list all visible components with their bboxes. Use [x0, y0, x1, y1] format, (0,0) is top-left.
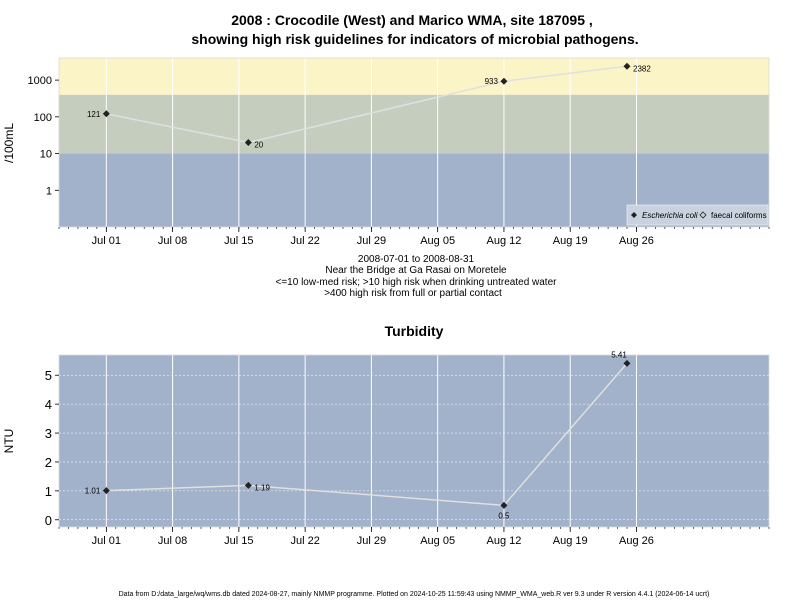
data-label: 2382: [633, 64, 651, 73]
legend-marker-open-diamond: [699, 211, 707, 219]
turbidity-y-axis-label: NTU: [2, 429, 16, 454]
data-label: 5.41: [611, 350, 627, 359]
x-tick-label: Jul 01: [92, 235, 121, 247]
x-tick-label: Jul 08: [158, 235, 187, 247]
data-point: [500, 501, 508, 509]
data-point: [102, 487, 110, 495]
x-tick-label: Jul 29: [357, 235, 386, 247]
data-point: [623, 359, 631, 367]
panel-background: [59, 355, 769, 527]
chart-title-line1: 2008 : Crocodile (West) and Marico WMA, …: [231, 12, 593, 28]
legend-label-faecal-coliforms: faecal coliforms: [711, 211, 767, 220]
risk-band-1: [59, 94, 769, 154]
data-point: [244, 481, 252, 489]
data-point: [500, 77, 508, 85]
data-label: 1.01: [85, 487, 101, 496]
x-tick-label: Aug 05: [420, 535, 455, 547]
x-tick-label: Jul 22: [290, 535, 319, 547]
data-point: [244, 139, 252, 146]
y-tick-label: 10: [40, 149, 52, 161]
x-tick-label: Jul 29: [357, 535, 386, 547]
series-line: [106, 362, 628, 507]
x-tick-label: Jul 01: [92, 535, 121, 547]
x-tick-label: Aug 19: [553, 535, 588, 547]
ecoli-chart: 2008 : Crocodile (West) and Marico WMA, …: [2, 12, 770, 299]
data-label: 933: [485, 77, 499, 86]
y-tick-label: 2: [45, 455, 52, 470]
panel-frame: [58, 57, 770, 228]
turbidity-plot-area: 0 1 2 3 4 5 Jul 01 Jul 08 Jul 15 Jul 22 Jul 29 Aug …: [45, 350, 770, 547]
y-tick-label: 1000: [28, 75, 52, 87]
y-tick-label: 1: [46, 185, 52, 197]
data-point: [102, 110, 110, 118]
data-point: [623, 62, 631, 70]
y-tick-label: 100: [34, 112, 52, 124]
series-line: [106, 65, 628, 144]
x-tick-label: Jul 15: [224, 235, 253, 247]
turbidity-title: Turbidity: [385, 323, 444, 339]
y-tick-label: 0: [45, 513, 52, 528]
x-tick-label: Aug 12: [486, 535, 521, 547]
caption-line-3: <=10 low-med risk; >10 high risk when dr…: [276, 277, 558, 288]
x-tick-label: Aug 19: [553, 235, 588, 247]
legend-box: [626, 204, 769, 226]
risk-band-2: [59, 58, 769, 95]
panel-frame: [58, 354, 770, 528]
caption-line-1: 2008-07-01 to 2008-08-31: [358, 254, 475, 265]
data-label: 121: [87, 110, 101, 119]
data-label: 20: [254, 141, 263, 150]
caption-line-4: >400 high risk from full or partial cont…: [324, 288, 502, 299]
legend-marker-filled-diamond: [631, 212, 637, 218]
data-label: 0.5: [498, 511, 510, 520]
ecoli-legend: Escherichia coli faecal coliforms: [626, 204, 769, 226]
ecoli-y-axis-label: /100mL: [2, 123, 16, 163]
y-tick-label: 5: [45, 368, 52, 383]
x-tick-label: Aug 26: [619, 535, 654, 547]
footer-note: Data from D:/data_large/wq/wms.db dated …: [119, 591, 710, 598]
x-tick-label: Aug 05: [420, 235, 455, 247]
y-tick-label: 4: [45, 397, 52, 412]
x-tick-label: Jul 22: [290, 235, 319, 247]
data-label: 1.19: [254, 483, 270, 492]
y-tick-label: 1: [45, 484, 52, 499]
legend-label-ecoli: Escherichia coli: [642, 211, 698, 220]
y-tick-label: 3: [45, 426, 52, 441]
caption-line-2: Near the Bridge at Ga Rasai on Moretele: [325, 265, 507, 276]
x-tick-label: Aug 26: [619, 235, 654, 247]
x-tick-label: Aug 12: [486, 235, 521, 247]
x-tick-label: Jul 15: [224, 535, 253, 547]
x-tick-label: Jul 08: [158, 535, 187, 547]
chart-title-line2: showing high risk guidelines for indicat…: [191, 31, 638, 47]
